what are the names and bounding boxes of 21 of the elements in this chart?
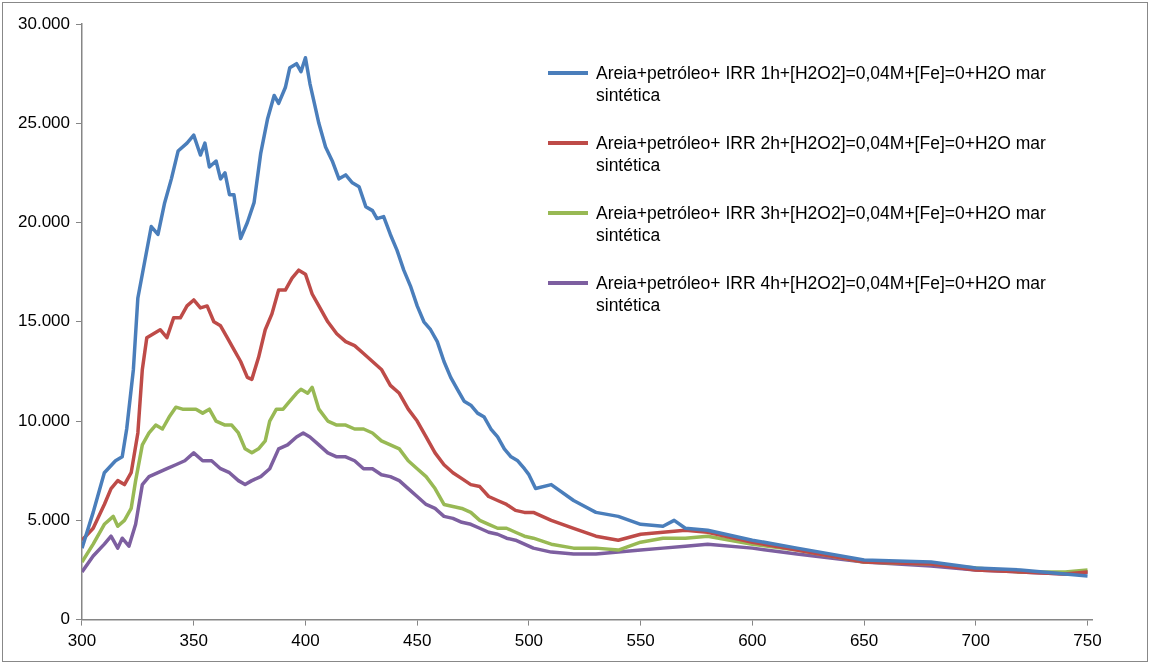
y-tick-label: 0 (60, 609, 70, 629)
x-tick-label: 700 (961, 631, 990, 651)
x-tick-label: 350 (179, 631, 208, 651)
y-tick-label: 25.000 (18, 112, 70, 132)
y-tick-label: 30.000 (18, 13, 70, 33)
legend-label: Areia+petróleo+ IRR 3h+[H2O2]=0,04M+[Fe]=0+H2O mar sintética (596, 202, 1047, 246)
legend-label: Areia+petróleo+ IRR 4h+[H2O2]=0,04M+[Fe]=0+H2O mar sintética (596, 272, 1047, 316)
x-tick-label: 400 (291, 631, 320, 651)
x-tick-label: 500 (514, 631, 544, 651)
x-tick-label: 300 (67, 631, 97, 651)
y-tick-label: 20.000 (18, 212, 70, 232)
y-tick-label: 15.000 (18, 311, 70, 331)
legend-label: Areia+petróleo+ IRR 1h+[H2O2]=0,04M+[Fe]=0+H2O mar sintética (596, 62, 1047, 106)
x-tick-label: 750 (1073, 631, 1102, 651)
y-tick-label: 5.000 (27, 510, 70, 530)
x-tick-label: 650 (849, 631, 879, 651)
x-tick-label: 600 (738, 631, 767, 651)
legend-label: Areia+petróleo+ IRR 2h+[H2O2]=0,04M+[Fe]=0+H2O mar sintética (596, 132, 1047, 176)
x-tick-label: 450 (402, 631, 432, 651)
y-tick-label: 10.000 (18, 410, 70, 430)
x-tick-label: 550 (626, 631, 655, 651)
